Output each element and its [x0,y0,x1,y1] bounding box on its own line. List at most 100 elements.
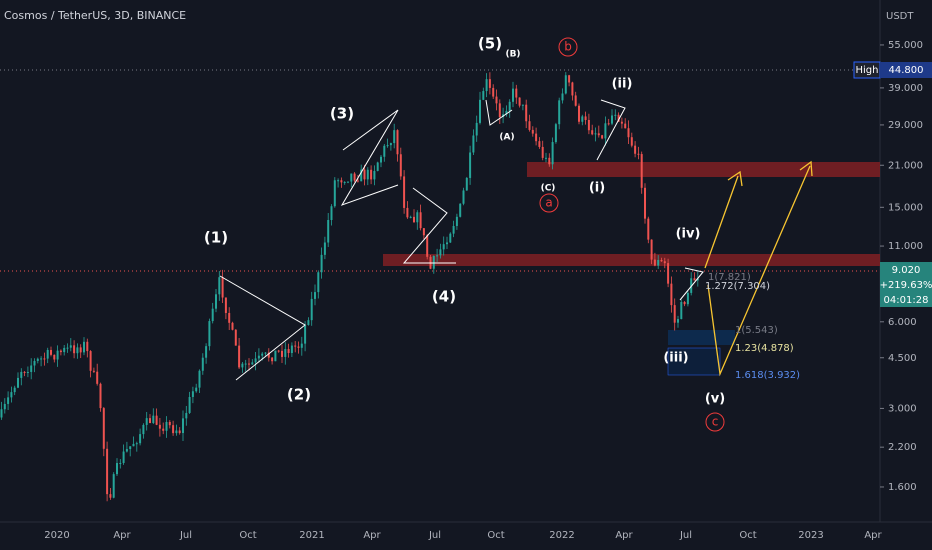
candle-body [215,294,217,309]
time-tick-label: 2020 [44,530,69,541]
candle-body [406,207,409,218]
candle-body [627,128,630,138]
candle-body [356,180,359,182]
candle-body [376,162,379,171]
price-tick-label: 21.000 [888,160,923,171]
candle-body [129,446,132,450]
candle-body [50,349,52,355]
candle-body [195,387,198,392]
candle-body [320,254,323,273]
time-tick-label: 2023 [798,530,823,541]
candle-body [116,463,118,475]
candle-body [26,371,29,373]
candle-body [7,397,10,404]
price-tick-label: 11.000 [888,241,923,252]
wave-label: a [545,196,552,210]
candle-body [347,181,349,183]
candle-body [426,235,429,257]
candle-body [198,370,201,388]
candle-body [383,145,386,157]
candle-body [178,430,181,434]
time-tick-label: Jul [428,530,441,541]
candle-body [680,301,683,320]
candle-body [650,239,653,260]
candle-body [211,308,214,322]
candle-body [413,216,415,223]
candle-body [561,93,564,101]
candle-body [663,261,666,264]
candle-body [162,428,165,431]
candle-body [221,277,224,298]
fib-label: 1.23(4.878) [735,343,794,354]
price-tick-label: 4.500 [888,353,917,364]
candle-body [337,180,340,182]
candle-body [205,346,208,358]
candle-body [624,123,627,129]
candle-body [439,249,442,256]
candle-body [653,259,656,266]
drawings [219,99,704,381]
candle-body [139,434,142,444]
candle-body [330,206,333,221]
candle-body [644,187,646,219]
candle-body [63,347,66,353]
candle-body [409,216,412,218]
candle-body [597,133,600,136]
wave-label: (v) [705,392,725,407]
candle-body [30,365,33,372]
candle-body [323,242,326,255]
candle-body [135,443,138,445]
candle-body [452,225,455,234]
high-tag [880,62,932,78]
fib-zone [667,347,721,376]
candle-body [370,169,373,180]
candle-body [0,409,3,418]
wave-label: (A) [499,133,514,143]
candle-body [545,157,547,159]
time-tick-label: Oct [239,530,256,541]
candle-body [340,180,343,183]
wedge [340,109,399,206]
triangle [679,267,704,301]
candle-body [657,260,660,266]
candle-body [251,362,254,365]
price-tick-label: 55.000 [888,40,923,51]
candle-body [492,87,495,97]
candle-body [122,451,125,463]
candle-body [442,244,445,250]
candle-body [386,145,389,147]
high-label: High [856,65,879,76]
time-tick-label: Apr [864,530,882,541]
fib-label: 1.618(3.932) [735,370,800,381]
triangle [219,275,306,381]
price-value: 9.020 [892,265,921,276]
price-tick-label: 1.600 [888,482,917,493]
candle-body [327,220,330,243]
candle-body [281,350,283,357]
candle-body [119,462,122,464]
candle-body [168,421,171,426]
candle-body [76,347,79,354]
candle-body [59,350,62,353]
candle-body [314,292,316,299]
candle-body [277,350,280,352]
wave-label: (2) [287,386,311,404]
price-tick-label: 6.000 [888,317,917,328]
arrow-head [727,170,743,187]
candle-body [300,343,303,348]
time-tick-label: 2021 [299,530,324,541]
candle-body [287,349,290,354]
candle-body [297,346,300,348]
candle-body [89,351,92,371]
candle-body [538,141,541,147]
candle-body [416,212,419,223]
fib-label: 1(7.821) [708,272,751,283]
candle-body [634,145,637,154]
time-tick-label: Apr [615,530,633,541]
candle-body [92,370,95,372]
candle-body [617,114,620,122]
candle-body [43,358,46,360]
candle-body [670,283,673,306]
wave-label: (iv) [676,227,701,242]
wave-label: c [712,415,719,429]
